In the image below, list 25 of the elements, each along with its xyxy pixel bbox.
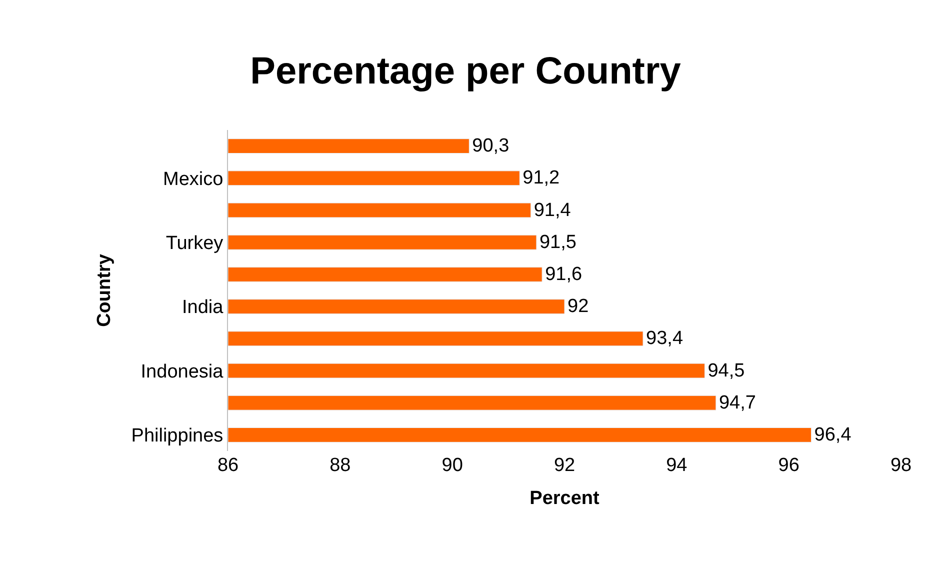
data-label: 96,4 — [814, 424, 852, 446]
data-label: 93,4 — [646, 328, 684, 350]
data-label: 91,2 — [522, 168, 560, 189]
y-tick-label: Turkey — [166, 233, 224, 254]
x-tick-label: 92 — [554, 455, 576, 476]
data-label: 90,3 — [472, 136, 510, 157]
chart-title: Percentage per Country — [250, 50, 681, 92]
data-label: 94,5 — [708, 360, 745, 382]
x-tick-label: 98 — [890, 455, 912, 476]
y-tick-label: Philippines — [131, 426, 224, 447]
x-tick-label: 94 — [666, 455, 688, 476]
y-tick-label: Indonesia — [140, 361, 224, 382]
data-label: 91,6 — [545, 264, 582, 285]
y-axis-title: Country — [94, 254, 116, 327]
x-tick-label: 86 — [217, 455, 239, 476]
x-tick-label: 90 — [442, 455, 463, 476]
x-tick-label: 96 — [778, 455, 800, 476]
x-tick-label: 88 — [330, 455, 351, 476]
data-label: 92 — [568, 296, 589, 318]
y-tick-label: India — [182, 297, 224, 318]
data-label: 91,5 — [539, 232, 576, 253]
data-label: 94,7 — [718, 392, 756, 414]
data-label: 91,4 — [534, 200, 572, 221]
y-tick-label: Mexico — [163, 168, 224, 190]
x-axis-title: Percent — [530, 488, 600, 509]
